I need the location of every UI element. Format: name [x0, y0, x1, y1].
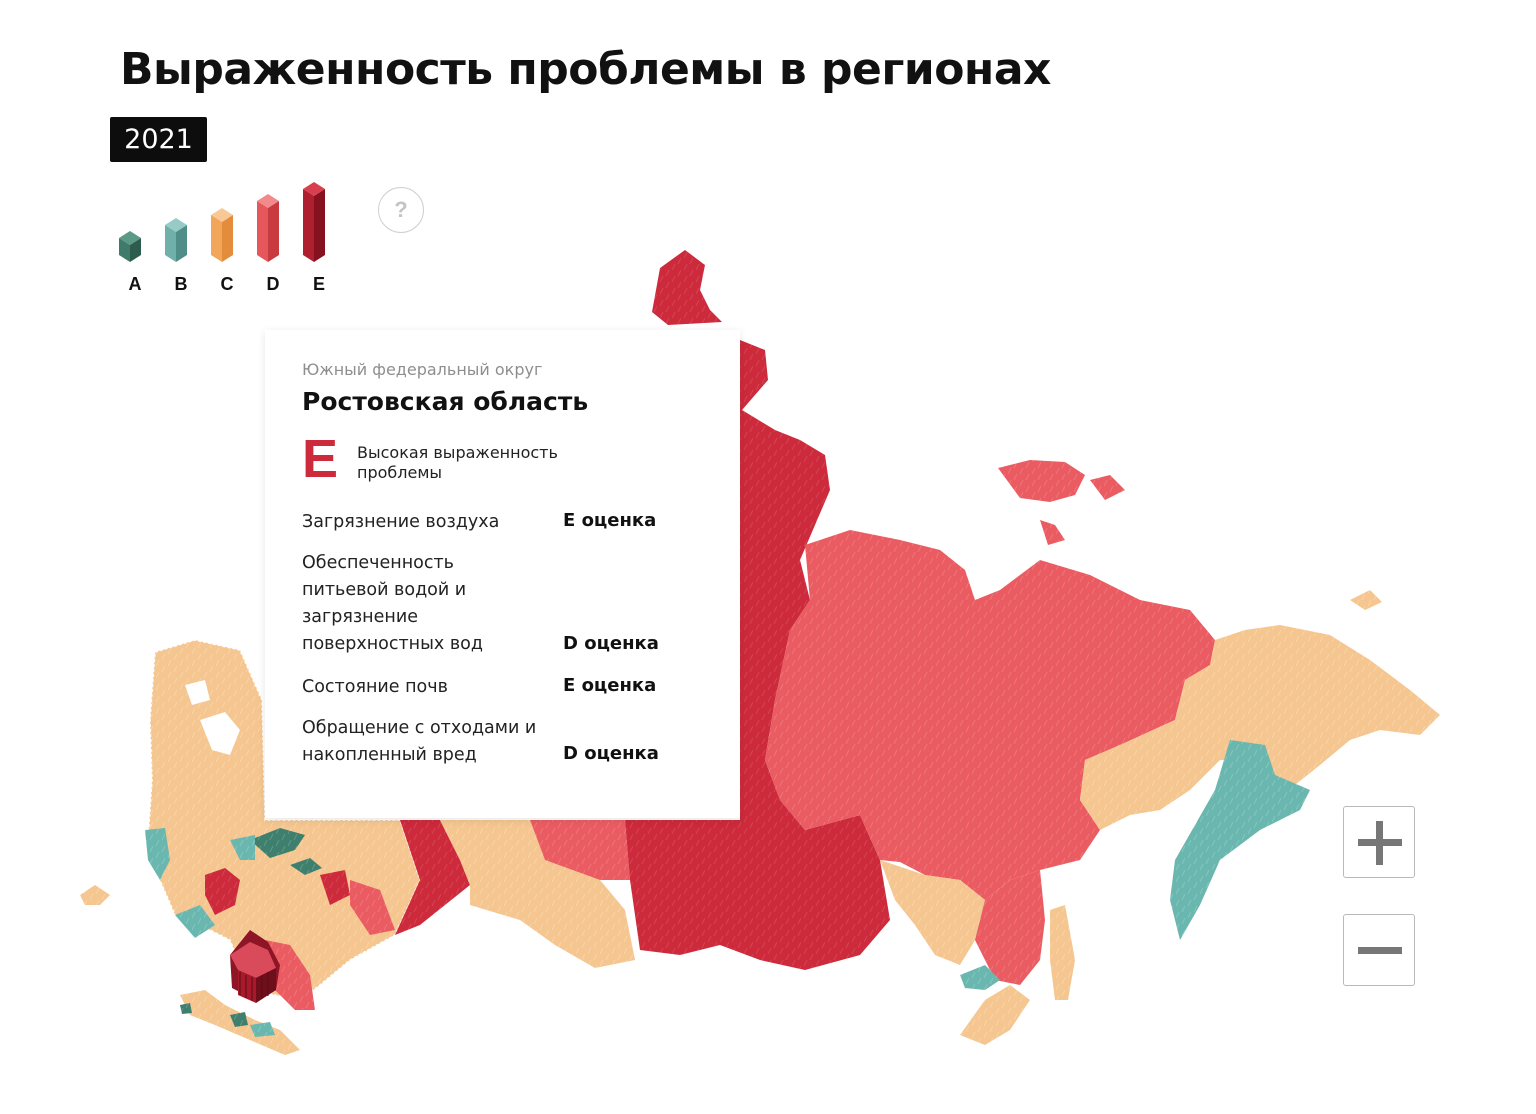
tooltip-row-label: Обеспеченность питьевой водой и загрязне… [302, 553, 483, 654]
legend-item-e: E [299, 180, 339, 295]
region-novaya-zemlya [652, 250, 722, 325]
region-caucasus [265, 940, 315, 1010]
region-new-siberian-islands [998, 460, 1085, 502]
year-selector[interactable]: 2021 [110, 117, 207, 162]
legend-item-a: A [115, 180, 155, 295]
region-volga [395, 820, 470, 935]
tooltip-row-label: Состояние почв [302, 677, 448, 697]
region-far-east [1080, 625, 1440, 830]
legend-item-b: B [161, 180, 201, 295]
region-south-a [250, 828, 305, 858]
region-tyumen-d [530, 820, 630, 880]
legend-label: C [220, 274, 234, 294]
zoom-in-button[interactable] [1343, 806, 1415, 878]
tooltip-row-score: D оценка [563, 743, 659, 764]
tooltip-region-name: Ростовская область [302, 387, 589, 416]
help-button[interactable]: ? [378, 187, 424, 233]
region-siberia [765, 530, 1215, 900]
legend-label: B [174, 274, 188, 294]
tooltip-grade: E [302, 429, 339, 489]
legend-label: E [312, 274, 325, 294]
region-south-b [145, 828, 170, 880]
region-baltic-exclave [80, 885, 110, 905]
region-tooltip: Южный федеральный округ Ростовская облас… [265, 330, 740, 818]
region-primorye [880, 860, 985, 965]
tooltip-district: Южный федеральный округ [302, 360, 543, 379]
highlighted-region-marker[interactable] [230, 930, 280, 1003]
legend-bar-b-icon [165, 218, 187, 262]
legend-label: D [266, 274, 280, 294]
region-sakhalin [960, 985, 1030, 1045]
tooltip-row-label: Загрязнение воздуха [302, 512, 500, 532]
region-amur [975, 870, 1045, 985]
tooltip-grade-description: Высокая выраженность проблемы [357, 443, 558, 482]
question-icon: ? [394, 197, 408, 222]
legend: A B C D E [110, 180, 350, 300]
region-taymyr [625, 340, 890, 970]
tooltip-row-score: E оценка [563, 510, 657, 531]
region-kuril [1050, 905, 1075, 1000]
tooltip-row-label: Обращение с отходами и накопленный вред [302, 718, 537, 765]
legend-item-d: D [253, 180, 293, 295]
tooltip-row-score: D оценка [563, 633, 659, 654]
legend-bar-d-icon [257, 194, 279, 262]
region-central-e [205, 868, 240, 915]
region-urals-c [440, 820, 635, 968]
legend-bar-a-icon [119, 231, 141, 262]
legend-label: A [128, 274, 142, 294]
legend-item-c: C [207, 180, 247, 295]
region-kamchatka [1170, 740, 1310, 940]
zoom-out-button[interactable] [1343, 914, 1415, 986]
tooltip-row-score: E оценка [563, 675, 657, 696]
legend-bar-e-icon [303, 182, 325, 262]
legend-bar-c-icon [211, 208, 233, 262]
page-title: Выраженность проблемы в регионах [120, 44, 1051, 95]
